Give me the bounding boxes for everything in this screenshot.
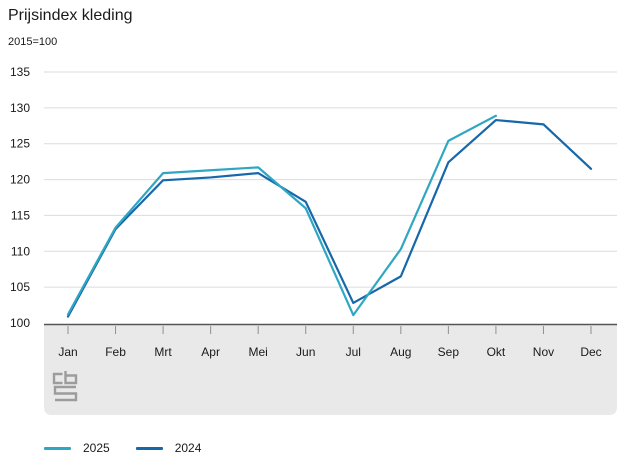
x-axis-band — [44, 325, 617, 415]
x-tick-label: Jun — [296, 345, 315, 359]
x-tick-label: Okt — [487, 345, 506, 359]
x-tick-label: Mrt — [154, 345, 172, 359]
y-tick-label: 130 — [10, 101, 30, 115]
page-title: Prijsindex kleding — [8, 7, 133, 24]
legend-label-2024: 2024 — [174, 441, 202, 455]
y-tick-label: 105 — [10, 280, 30, 294]
x-tick-label: Aug — [390, 345, 411, 359]
price-index-chart: 100 105 110 115 120 125 130 135 Jan Feb Mrt Apr Mei… — [10, 65, 617, 415]
legend-swatch-2024 — [135, 446, 163, 450]
series-line-2024 — [66, 118, 593, 318]
x-axis-ticks — [67, 326, 592, 334]
x-tick-label: Mei — [249, 345, 268, 359]
y-tick-label: 125 — [10, 137, 30, 151]
x-tick-label: Sep — [438, 345, 460, 359]
legend-item-2024: 2024 — [135, 441, 202, 455]
series-lines — [66, 114, 593, 318]
legend-swatch-2025 — [44, 446, 71, 450]
x-tick-label: Jan — [58, 345, 77, 359]
y-axis-labels: 100 105 110 115 120 125 130 135 — [10, 65, 30, 330]
legend-label-2025: 2025 — [83, 441, 110, 455]
legend-item-2025: 2025 — [44, 441, 110, 455]
x-tick-label: Feb — [105, 345, 126, 359]
chart-subtitle: 2015=100 — [8, 36, 58, 48]
y-tick-label: 100 — [10, 316, 30, 330]
y-tick-label: 110 — [11, 244, 30, 258]
x-tick-label: Dec — [580, 345, 601, 359]
y-tick-label: 115 — [11, 208, 30, 222]
x-axis-labels: Jan Feb Mrt Apr Mei Jun Jul Aug Sep Okt Nov Dec — [58, 345, 601, 359]
series-line-2025 — [66, 114, 498, 317]
x-tick-label: Nov — [533, 345, 554, 359]
chart-legend: 2025 2024 — [44, 441, 201, 455]
cbs-logo-icon — [52, 371, 78, 402]
y-tick-label: 120 — [10, 173, 30, 187]
gridlines — [44, 71, 617, 288]
x-tick-label: Apr — [201, 345, 220, 359]
y-tick-label: 135 — [10, 65, 30, 79]
x-tick-label: Jul — [346, 345, 361, 359]
